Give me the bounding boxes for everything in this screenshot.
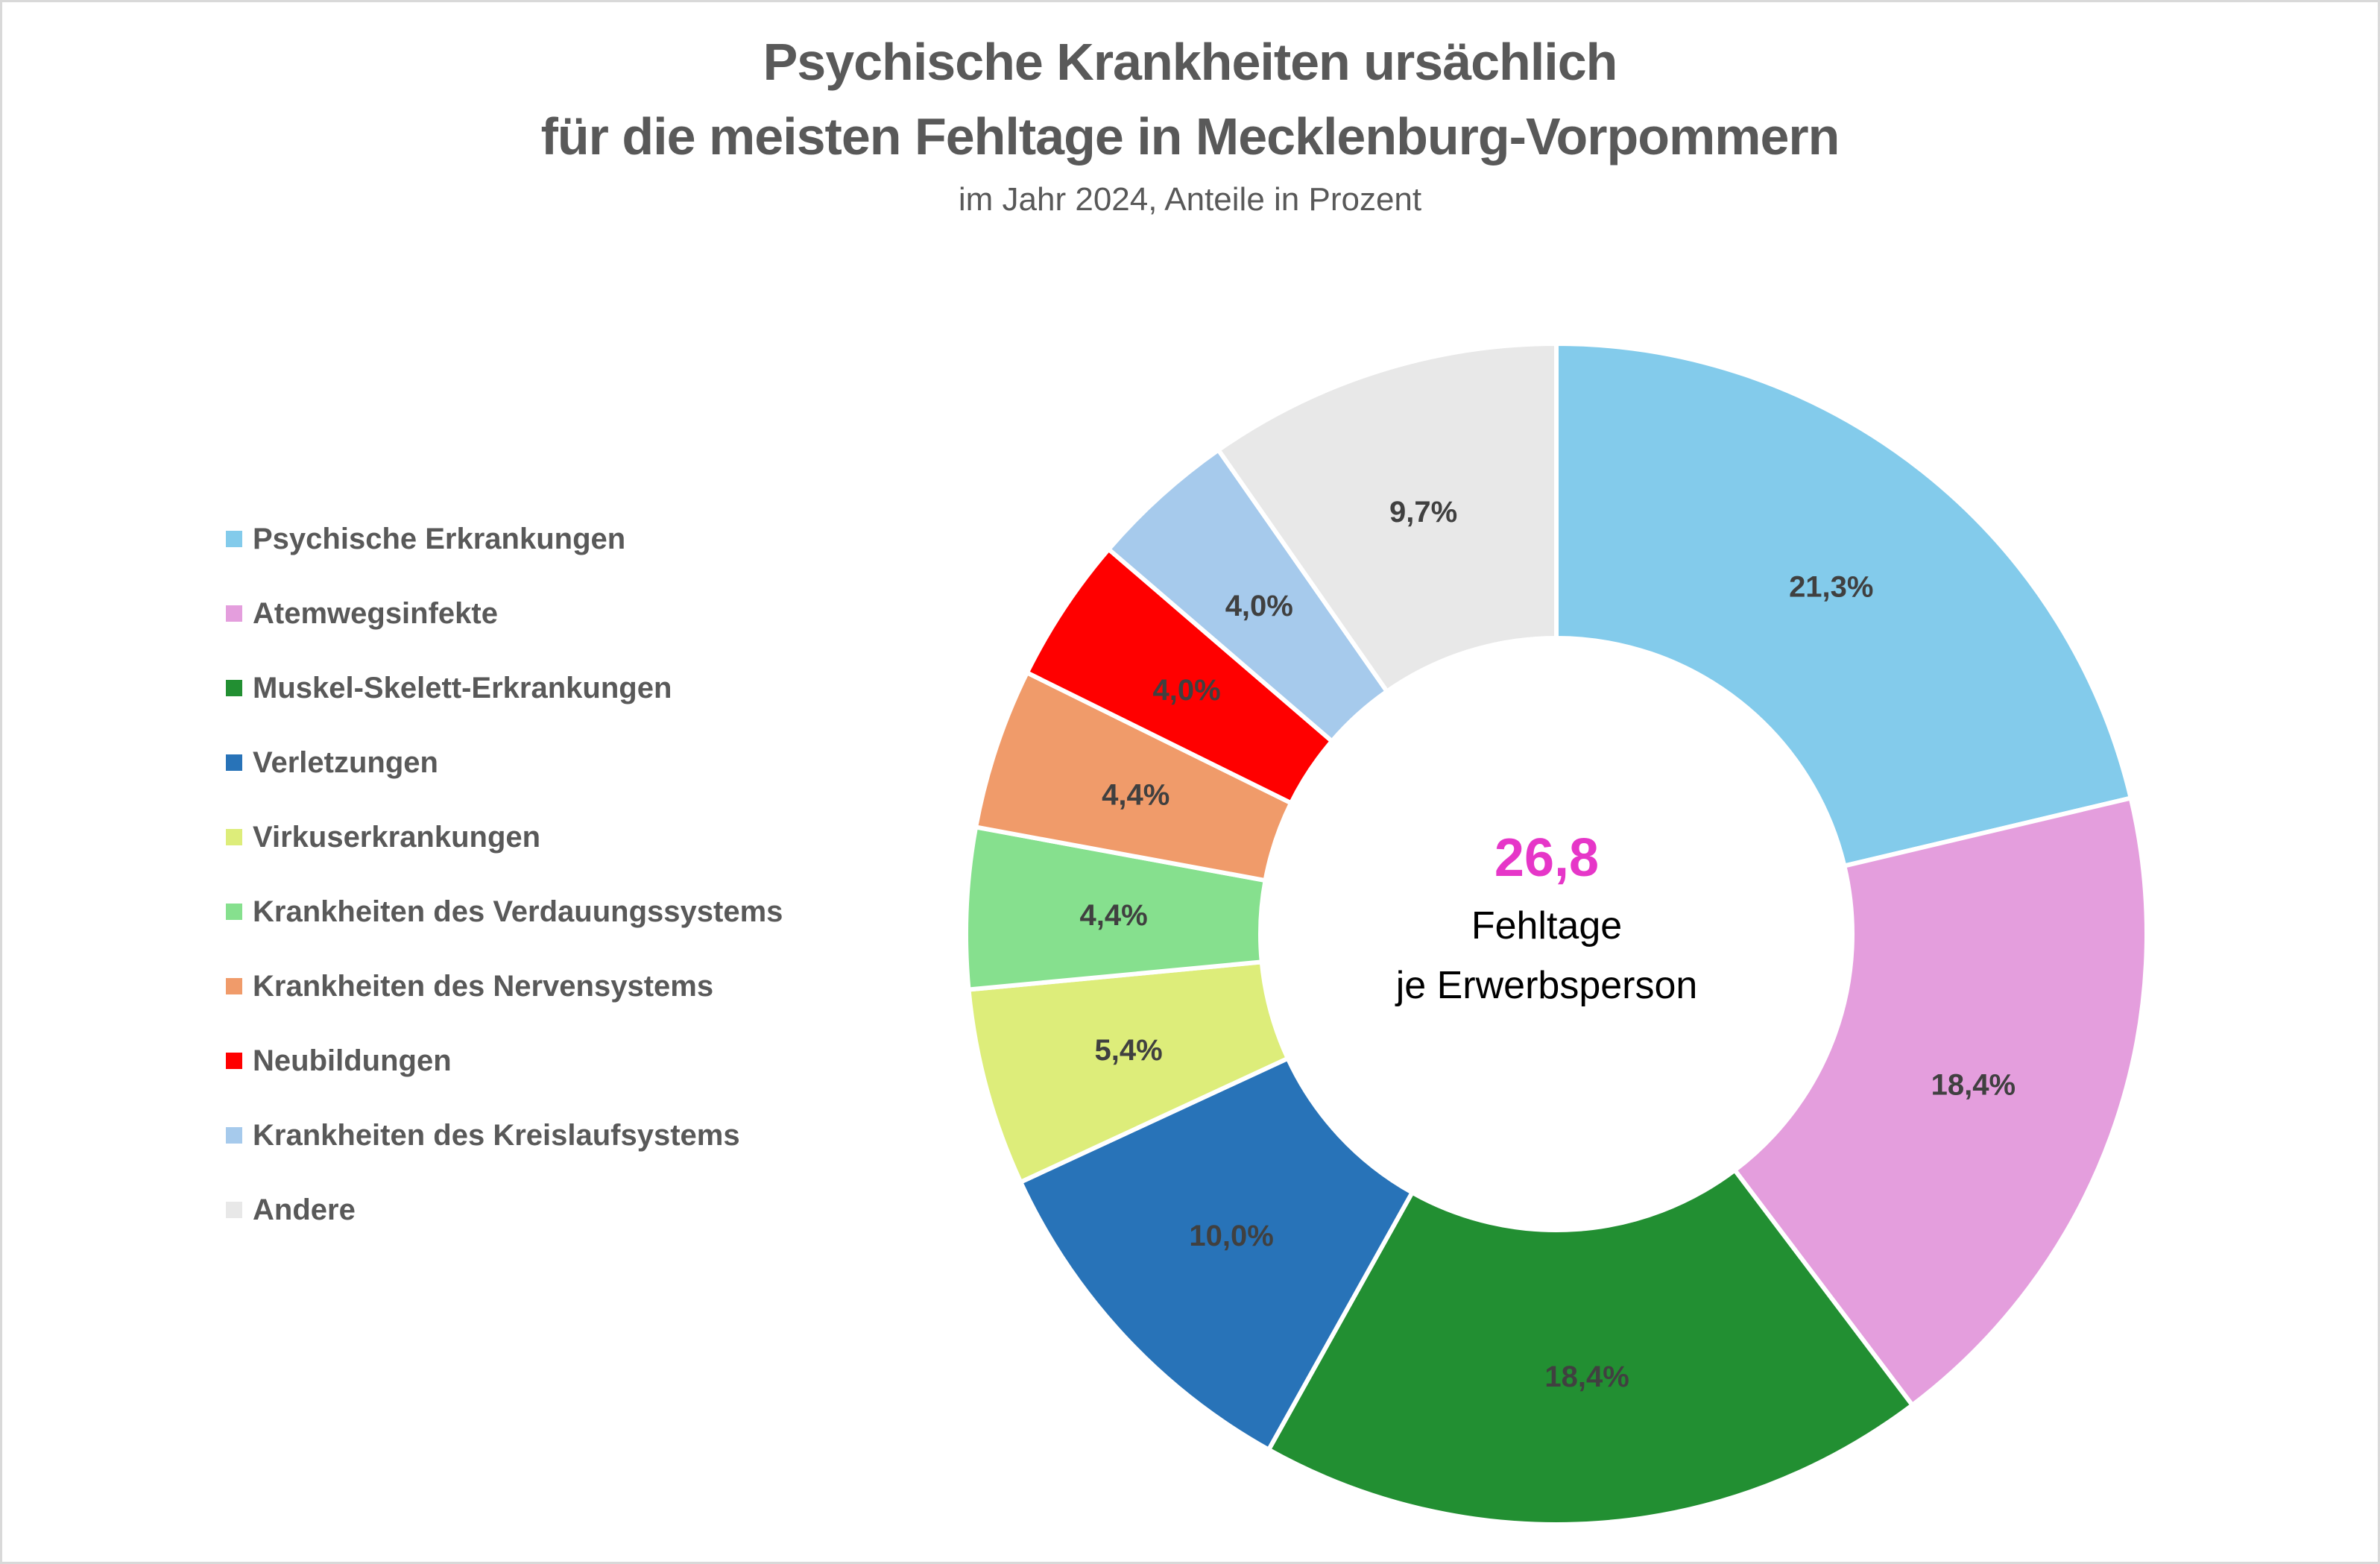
legend-item: Krankheiten des Kreislaufsystems: [226, 1098, 783, 1173]
data-label: 21,3%: [1789, 571, 1873, 604]
legend: Psychische Erkrankungen Atemwegsinfekte Mu…: [226, 502, 783, 1247]
legend-swatch: [226, 829, 242, 845]
legend-swatch: [226, 904, 242, 920]
legend-item: Muskel-Skelett-Erkrankungen: [226, 651, 783, 725]
slice-andere: [1215, 341, 1559, 695]
legend-label: Atemwegsinfekte: [253, 596, 498, 630]
legend-label: Krankheiten des Nervensystems: [253, 969, 714, 1003]
chart-title-line-1: Psychische Krankheiten ursächlich: [763, 33, 1618, 91]
data-label: 10,0%: [1189, 1220, 1273, 1252]
legend-label: Krankheiten des Verdauungssystems: [253, 895, 783, 928]
legend-item: Krankheiten des Verdauungssystems: [226, 874, 783, 949]
data-label: 4,4%: [1079, 899, 1147, 932]
data-label: 9,7%: [1389, 496, 1457, 529]
legend-label: Virkuserkrankungen: [253, 820, 541, 854]
legend-swatch: [226, 1202, 242, 1218]
legend-item: Neubildungen: [226, 1024, 783, 1098]
legend-swatch: [226, 754, 242, 771]
center-value: 26,8: [1494, 828, 1599, 888]
legend-label: Andere: [253, 1193, 356, 1226]
legend-item: Psychische Erkrankungen: [226, 502, 783, 576]
legend-swatch: [226, 1053, 242, 1069]
legend-item: Andere: [226, 1173, 783, 1247]
legend-item: Krankheiten des Nervensystems: [226, 949, 783, 1024]
legend-item: Verletzungen: [226, 725, 783, 800]
legend-item: Atemwegsinfekte: [226, 576, 783, 651]
legend-label: Krankheiten des Kreislaufsystems: [253, 1118, 740, 1152]
slice-muskel-skelett-erkrankungen: [1266, 1167, 1916, 1527]
legend-swatch: [226, 1127, 242, 1144]
slice-psychische-erkrankungen: [1554, 341, 2134, 869]
legend-swatch: [226, 605, 242, 622]
data-label: 4,0%: [1225, 590, 1293, 622]
legend-label: Neubildungen: [253, 1044, 452, 1077]
legend-swatch: [226, 978, 242, 994]
data-label: 18,4%: [1931, 1068, 2016, 1101]
slice-verletzungen: [1017, 1055, 1415, 1453]
data-label: 4,4%: [1102, 779, 1170, 812]
data-label: 18,4%: [1544, 1360, 1629, 1393]
legend-label: Verletzungen: [253, 745, 438, 779]
legend-swatch: [226, 680, 242, 696]
chart-subtitle: im Jahr 2024, Anteile in Prozent: [958, 181, 1422, 218]
data-label: 5,4%: [1094, 1034, 1162, 1067]
center-label-line-1: Fehltage: [1471, 904, 1622, 947]
chart-title-line-2: für die meisten Fehltage in Mecklenburg-…: [540, 107, 1840, 165]
center-label-line-2: je Erwerbsperson: [1395, 964, 1698, 1007]
legend-swatch: [226, 531, 242, 547]
slice-atemwegsinfekte: [1732, 795, 2149, 1409]
legend-item: Virkuserkrankungen: [226, 800, 783, 874]
legend-label: Muskel-Skelett-Erkrankungen: [253, 671, 672, 704]
legend-label: Psychische Erkrankungen: [253, 522, 626, 555]
data-label: 4,0%: [1153, 674, 1221, 707]
